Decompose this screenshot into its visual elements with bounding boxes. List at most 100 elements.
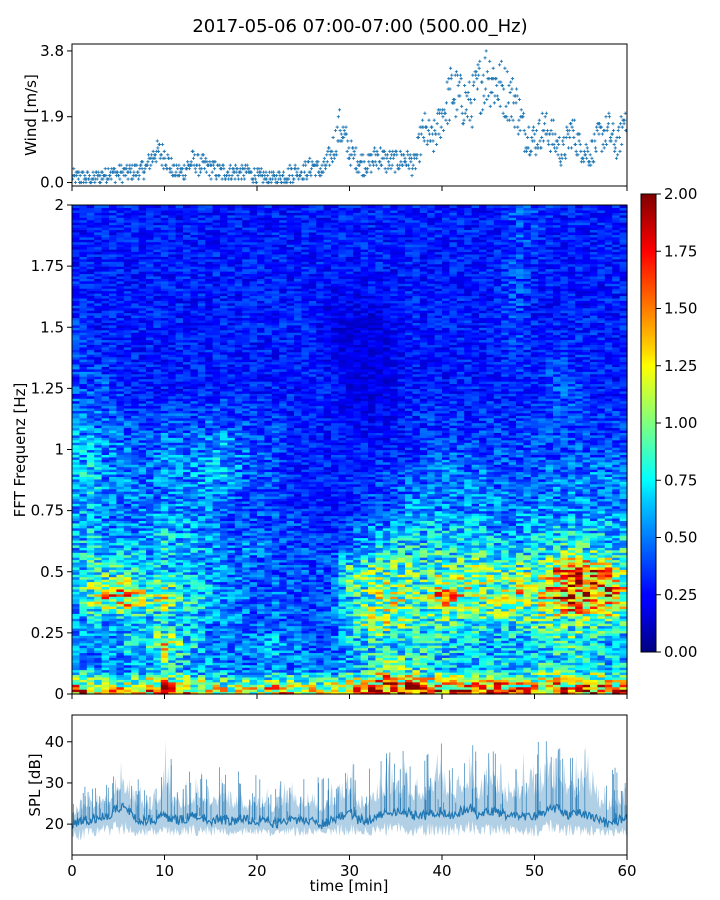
spectrogram-cell: [271, 681, 280, 685]
spectrogram-cell: [72, 625, 80, 629]
spectrogram-cell: [516, 615, 524, 619]
spectrogram-cell: [619, 640, 628, 644]
spectrogram-cell: [308, 676, 317, 680]
spectrogram-cell: [331, 649, 339, 654]
spectrogram-cell: [486, 605, 495, 610]
spectrogram-cell: [242, 603, 251, 607]
spectrogram-cell: [397, 610, 406, 614]
spectrogram-cell: [368, 667, 376, 671]
spectrogram-cell: [604, 601, 613, 605]
wind-point: [484, 49, 488, 53]
spectrogram-cell: [205, 664, 214, 668]
spectrogram-cell: [486, 657, 495, 661]
spectrogram-cell: [538, 667, 547, 671]
wind-point: [483, 56, 487, 60]
spectrogram-cell: [597, 610, 606, 614]
spectrogram-cell: [390, 610, 399, 614]
spectrogram-cell: [101, 596, 110, 600]
spectrogram-cell: [175, 654, 184, 658]
spectrogram-cell: [523, 684, 532, 688]
spectrogram-cell: [190, 598, 199, 602]
spectrogram-cell: [590, 637, 598, 641]
spectrogram-cell: [294, 630, 302, 634]
spectrogram-cell: [212, 654, 221, 658]
spectrogram-cell: [94, 620, 103, 624]
spectrogram-cell: [175, 635, 184, 639]
wind-point: [325, 153, 329, 157]
spectrogram-cell: [575, 608, 584, 612]
spectrogram-cell: [323, 630, 332, 634]
spectrogram-cell: [390, 613, 399, 617]
spectrogram-cell: [582, 657, 591, 661]
spectrogram-cell: [464, 654, 473, 658]
spectrogram-cell: [316, 662, 325, 666]
spectrogram-cell: [590, 623, 598, 627]
spectrogram-cell: [308, 645, 317, 649]
spectrogram-cell: [316, 654, 325, 658]
spectrogram-cell: [619, 635, 628, 639]
spectrogram-cell: [353, 637, 362, 641]
spectrogram-cell: [516, 659, 524, 663]
spectrogram-cell: [493, 598, 502, 602]
wind-point: [351, 156, 356, 160]
spectrogram-cell: [338, 625, 347, 629]
spectrogram-cell: [538, 635, 547, 639]
wind-point: [218, 163, 222, 167]
spectrogram-cell: [456, 598, 465, 602]
spectrogram-cell: [227, 618, 236, 622]
wind-point: [95, 177, 99, 181]
spectrogram-cell: [279, 601, 288, 605]
spectrogram-cell: [538, 601, 547, 605]
wind-point: [559, 163, 563, 167]
spectrogram-cell: [205, 618, 214, 622]
spectrogram-cell: [375, 615, 384, 619]
spectrogram-cell: [138, 691, 147, 695]
spectrogram-cell: [412, 605, 421, 610]
spectrogram-cell: [316, 615, 325, 619]
spectrogram-cell: [390, 657, 399, 661]
wind-point: [403, 160, 408, 164]
spectrogram-cell: [160, 654, 169, 658]
spectrogram-cell: [249, 667, 258, 671]
spectrogram-cell: [471, 662, 480, 666]
spectrogram-cell: [382, 637, 391, 641]
wind-point: [362, 160, 366, 164]
spectrogram-cell: [493, 645, 502, 649]
spectrogram-cell: [449, 667, 458, 671]
spectrogram-cell: [183, 618, 191, 622]
spectrogram-cell: [345, 608, 354, 612]
spectrogram-cell: [146, 669, 154, 673]
wind-point: [528, 153, 532, 157]
spectrogram-cell: [212, 596, 221, 600]
spectrogram-cell: [242, 618, 251, 622]
spectrogram-cell: [567, 603, 576, 607]
spectrogram-cell: [530, 691, 539, 695]
wind-point: [420, 118, 425, 122]
spectrogram-cell: [516, 689, 524, 693]
spectrogram-cell: [434, 676, 443, 680]
spectrogram-cell: [190, 635, 199, 639]
spectrogram-cell: [308, 601, 317, 605]
spectrogram-cell: [331, 672, 339, 676]
spectrogram-cell: [405, 625, 413, 629]
spectrogram-cell: [227, 642, 236, 646]
spectrogram-cell: [220, 598, 228, 602]
spectrogram-cell: [449, 637, 458, 641]
spectrogram-cell: [249, 664, 258, 668]
spectrogram-cell: [234, 608, 243, 612]
wind-point: [239, 170, 243, 174]
spectrogram-cell: [286, 652, 295, 656]
spectrogram-cell: [323, 684, 332, 688]
spectrogram-cell: [493, 674, 502, 678]
spectrogram-cell: [308, 615, 317, 619]
spectrogram-cell: [449, 681, 458, 685]
spectrogram-cell: [471, 684, 480, 688]
spectrogram-cell: [590, 654, 598, 658]
spectrogram-cell: [86, 623, 95, 627]
spectrogram-cell: [464, 635, 473, 639]
spectrogram-cell: [138, 601, 147, 605]
spectrogram-cell: [183, 630, 191, 634]
spectrogram-cell: [390, 642, 399, 646]
spectrogram-cell: [530, 642, 539, 646]
spectrogram-cell: [368, 669, 376, 673]
